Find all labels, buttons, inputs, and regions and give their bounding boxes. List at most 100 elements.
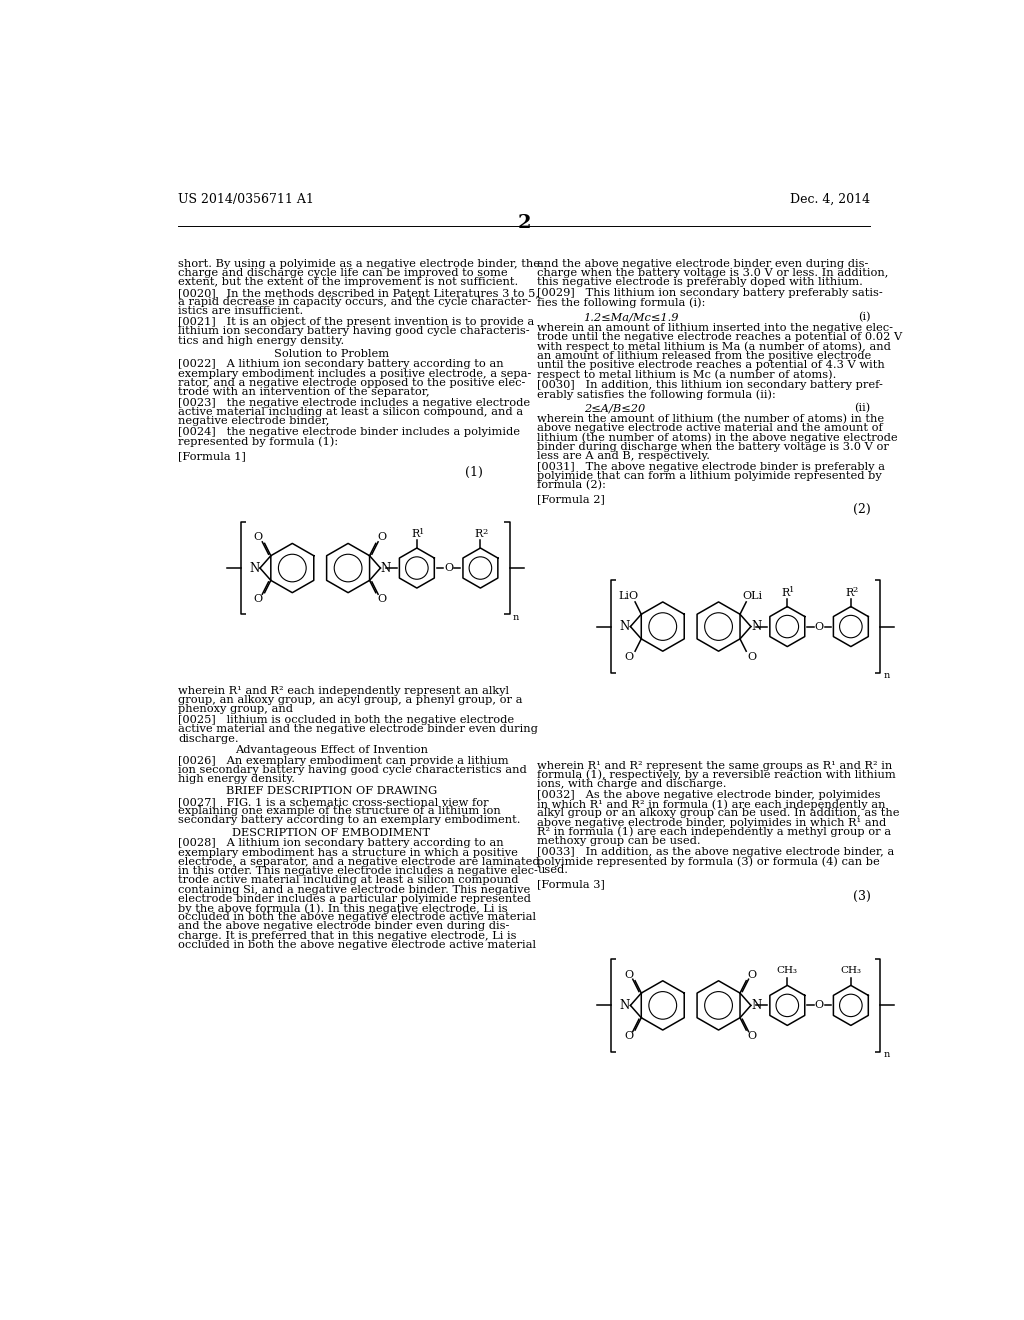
Text: (3): (3) bbox=[853, 890, 870, 903]
Text: wherein an amount of lithium inserted into the negative elec-: wherein an amount of lithium inserted in… bbox=[538, 323, 893, 333]
Text: formula (2):: formula (2): bbox=[538, 480, 606, 491]
Text: charge. It is preferred that in this negative electrode, Li is: charge. It is preferred that in this neg… bbox=[178, 931, 517, 941]
Text: [0031]   The above negative electrode binder is preferably a: [0031] The above negative electrode bind… bbox=[538, 462, 885, 471]
Text: negative electrode binder,: negative electrode binder, bbox=[178, 416, 330, 426]
Text: [Formula 2]: [Formula 2] bbox=[538, 494, 605, 504]
Text: binder during discharge when the battery voltage is 3.0 V or: binder during discharge when the battery… bbox=[538, 442, 889, 451]
Text: alkyl group or an alkoxy group can be used. In addition, as the: alkyl group or an alkoxy group can be us… bbox=[538, 808, 900, 818]
Text: N: N bbox=[381, 561, 391, 574]
Text: polyimide represented by formula (3) or formula (4) can be: polyimide represented by formula (3) or … bbox=[538, 857, 880, 867]
Text: methoxy group can be used.: methoxy group can be used. bbox=[538, 836, 700, 846]
Text: trode with an intervention of the separator,: trode with an intervention of the separa… bbox=[178, 387, 430, 397]
Text: occluded in both the above negative electrode active material: occluded in both the above negative elec… bbox=[178, 940, 537, 950]
Text: represented by formula (1):: represented by formula (1): bbox=[178, 437, 339, 447]
Text: less are A and B, respectively.: less are A and B, respectively. bbox=[538, 451, 711, 461]
Text: 2≤A/B≤20: 2≤A/B≤20 bbox=[584, 404, 645, 413]
Text: istics are insufficient.: istics are insufficient. bbox=[178, 306, 304, 317]
Text: R² in formula (1) are each independently a methyl group or a: R² in formula (1) are each independently… bbox=[538, 826, 891, 837]
Text: O: O bbox=[254, 532, 263, 543]
Text: ions, with charge and discharge.: ions, with charge and discharge. bbox=[538, 779, 727, 789]
Text: charge and discharge cycle life can be improved to some: charge and discharge cycle life can be i… bbox=[178, 268, 508, 277]
Text: 1.2≤Ma/Mc≤1.9: 1.2≤Ma/Mc≤1.9 bbox=[584, 313, 679, 322]
Text: 1: 1 bbox=[790, 586, 795, 594]
Text: group, an alkoxy group, an acyl group, a phenyl group, or a: group, an alkoxy group, an acyl group, a… bbox=[178, 696, 523, 705]
Text: O: O bbox=[444, 564, 454, 573]
Text: respect to metal lithium is Mc (a number of atoms).: respect to metal lithium is Mc (a number… bbox=[538, 370, 837, 380]
Text: lithium (the number of atoms) in the above negative electrode: lithium (the number of atoms) in the abo… bbox=[538, 433, 898, 444]
Text: electrode binder includes a particular polyimide represented: electrode binder includes a particular p… bbox=[178, 894, 531, 904]
Text: [0030]   In addition, this lithium ion secondary battery pref-: [0030] In addition, this lithium ion sec… bbox=[538, 380, 883, 391]
Text: O: O bbox=[254, 594, 263, 603]
Text: [0027]   FIG. 1 is a schematic cross-sectional view for: [0027] FIG. 1 is a schematic cross-secti… bbox=[178, 797, 489, 807]
Text: and the above negative electrode binder even during dis-: and the above negative electrode binder … bbox=[178, 921, 510, 932]
Text: CH₃: CH₃ bbox=[841, 966, 861, 975]
Text: (i): (i) bbox=[858, 313, 870, 322]
Text: trode until the negative electrode reaches a potential of 0.02 V: trode until the negative electrode reach… bbox=[538, 333, 902, 342]
Text: (2): (2) bbox=[853, 503, 870, 516]
Text: active material and the negative electrode binder even during: active material and the negative electro… bbox=[178, 725, 539, 734]
Text: O: O bbox=[748, 1031, 757, 1041]
Text: until the positive electrode reaches a potential of 4.3 V with: until the positive electrode reaches a p… bbox=[538, 360, 885, 370]
Text: O: O bbox=[814, 622, 823, 631]
Text: ion secondary battery having good cycle characteristics and: ion secondary battery having good cycle … bbox=[178, 766, 527, 775]
Text: by the above formula (1). In this negative electrode, Li is: by the above formula (1). In this negati… bbox=[178, 903, 508, 913]
Text: DESCRIPTION OF EMBODIMENT: DESCRIPTION OF EMBODIMENT bbox=[232, 828, 430, 837]
Text: Advantageous Effect of Invention: Advantageous Effect of Invention bbox=[234, 744, 428, 755]
Text: explaining one example of the structure of a lithium ion: explaining one example of the structure … bbox=[178, 807, 501, 816]
Text: a rapid decrease in capacity occurs, and the cycle character-: a rapid decrease in capacity occurs, and… bbox=[178, 297, 531, 308]
Text: trode active material including at least a silicon compound: trode active material including at least… bbox=[178, 875, 519, 886]
Text: R: R bbox=[475, 529, 483, 539]
Text: Solution to Problem: Solution to Problem bbox=[273, 348, 389, 359]
Text: N: N bbox=[752, 999, 762, 1012]
Text: O: O bbox=[748, 970, 757, 979]
Text: O: O bbox=[378, 594, 386, 603]
Text: N: N bbox=[250, 561, 260, 574]
Text: secondary battery according to an exemplary embodiment.: secondary battery according to an exempl… bbox=[178, 816, 521, 825]
Text: and the above negative electrode binder even during dis-: and the above negative electrode binder … bbox=[538, 259, 868, 268]
Text: [0033]   In addition, as the above negative electrode binder, a: [0033] In addition, as the above negativ… bbox=[538, 847, 894, 857]
Text: high energy density.: high energy density. bbox=[178, 775, 295, 784]
Text: O: O bbox=[748, 652, 757, 663]
Text: extent, but the extent of the improvement is not sufficient.: extent, but the extent of the improvemen… bbox=[178, 277, 518, 286]
Text: containing Si, and a negative electrode binder. This negative: containing Si, and a negative electrode … bbox=[178, 884, 530, 895]
Text: 1: 1 bbox=[419, 528, 424, 536]
Text: this negative electrode is preferably doped with lithium.: this negative electrode is preferably do… bbox=[538, 277, 863, 286]
Text: [0023]   the negative electrode includes a negative electrode: [0023] the negative electrode includes a… bbox=[178, 397, 530, 408]
Text: in which R¹ and R² in formula (1) are each independently an: in which R¹ and R² in formula (1) are ea… bbox=[538, 799, 886, 809]
Text: rator, and a negative electrode opposed to the positive elec-: rator, and a negative electrode opposed … bbox=[178, 378, 525, 388]
Text: [Formula 3]: [Formula 3] bbox=[538, 879, 605, 890]
Text: O: O bbox=[625, 970, 634, 979]
Text: O: O bbox=[814, 1001, 823, 1010]
Text: [0029]   This lithium ion secondary battery preferably satis-: [0029] This lithium ion secondary batter… bbox=[538, 288, 883, 298]
Text: charge when the battery voltage is 3.0 V or less. In addition,: charge when the battery voltage is 3.0 V… bbox=[538, 268, 889, 277]
Text: electrode, a separator, and a negative electrode are laminated: electrode, a separator, and a negative e… bbox=[178, 857, 540, 867]
Text: wherein R¹ and R² each independently represent an alkyl: wherein R¹ and R² each independently rep… bbox=[178, 686, 509, 696]
Text: formula (1), respectively, by a reversible reaction with lithium: formula (1), respectively, by a reversib… bbox=[538, 770, 896, 780]
Text: O: O bbox=[378, 532, 386, 543]
Text: O: O bbox=[625, 652, 634, 663]
Text: lithium ion secondary battery having good cycle characteris-: lithium ion secondary battery having goo… bbox=[178, 326, 530, 337]
Text: CH₃: CH₃ bbox=[777, 966, 798, 975]
Text: [0024]   the negative electrode binder includes a polyimide: [0024] the negative electrode binder inc… bbox=[178, 428, 520, 437]
Text: n: n bbox=[513, 612, 519, 622]
Text: with respect to metal lithium is Ma (a number of atoms), and: with respect to metal lithium is Ma (a n… bbox=[538, 342, 891, 352]
Text: [Formula 1]: [Formula 1] bbox=[178, 451, 246, 461]
Text: [0020]   In the methods described in Patent Literatures 3 to 5,: [0020] In the methods described in Paten… bbox=[178, 288, 540, 298]
Text: phenoxy group, and: phenoxy group, and bbox=[178, 705, 293, 714]
Text: Dec. 4, 2014: Dec. 4, 2014 bbox=[791, 193, 870, 206]
Text: wherein the amount of lithium (the number of atoms) in the: wherein the amount of lithium (the numbe… bbox=[538, 414, 885, 424]
Text: erably satisfies the following formula (ii):: erably satisfies the following formula (… bbox=[538, 389, 776, 400]
Text: R: R bbox=[412, 529, 420, 539]
Text: [0026]   An exemplary embodiment can provide a lithium: [0026] An exemplary embodiment can provi… bbox=[178, 756, 509, 766]
Text: [0032]   As the above negative electrode binder, polyimides: [0032] As the above negative electrode b… bbox=[538, 789, 881, 800]
Text: LiO: LiO bbox=[618, 591, 639, 601]
Text: fies the following formula (i):: fies the following formula (i): bbox=[538, 297, 706, 308]
Text: n: n bbox=[884, 1051, 890, 1059]
Text: (ii): (ii) bbox=[854, 404, 870, 413]
Text: active material including at least a silicon compound, and a: active material including at least a sil… bbox=[178, 407, 523, 417]
Text: N: N bbox=[620, 999, 630, 1012]
Text: 2: 2 bbox=[853, 586, 858, 594]
Text: 2: 2 bbox=[518, 214, 531, 232]
Text: exemplary embodiment includes a positive electrode, a sepa-: exemplary embodiment includes a positive… bbox=[178, 368, 531, 379]
Text: [0022]   A lithium ion secondary battery according to an: [0022] A lithium ion secondary battery a… bbox=[178, 359, 504, 370]
